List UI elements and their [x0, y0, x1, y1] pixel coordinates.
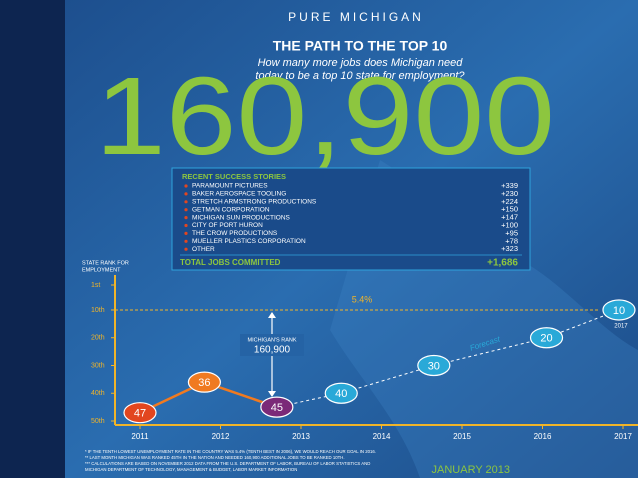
story-name: MICHIGAN SUN PRODUCTIONS [192, 214, 291, 221]
x-tick-label: 2015 [453, 432, 471, 441]
bullet [184, 208, 188, 212]
end-label: 2017 [614, 324, 628, 330]
story-value: +323 [501, 244, 518, 253]
footnote: ** LAST MONTH MICHIGAN WAS RANKED 45TH I… [85, 455, 345, 460]
bullet [184, 200, 188, 204]
x-tick-label: 2014 [373, 432, 391, 441]
total-label: TOTAL JOBS COMMITTED [180, 258, 281, 267]
bullet [184, 247, 188, 251]
rank-value-label: 30 [428, 360, 440, 372]
y-tick-label: 20th [91, 335, 105, 342]
bullet [184, 223, 188, 228]
footnote: *** CALCULATIONS ARE BASED ON NOVEMBER 2… [85, 461, 370, 466]
x-tick-label: 2017 [614, 432, 632, 441]
bullet [184, 239, 188, 243]
rank-bubble [260, 396, 294, 418]
subtitle: today to be a top 10 state for employmen… [255, 70, 465, 82]
x-tick-label: 2016 [534, 432, 552, 441]
rank-bubble [324, 382, 358, 404]
headline: 160,900 [95, 55, 555, 178]
y-tick-label: 50th [91, 418, 105, 425]
story-name: OTHER [192, 246, 215, 253]
rank-label: MICHIGAN'S RANK [247, 337, 296, 343]
rank-bubble [187, 371, 221, 393]
story-value: +147 [501, 213, 518, 222]
story-value: +95 [505, 228, 518, 237]
rank-value-label: 36 [198, 377, 210, 389]
rank-bubble [529, 327, 564, 349]
story-name: STRETCH ARMSTRONG PRODUCTIONS [192, 199, 317, 206]
rank-bubble [417, 354, 451, 377]
story-value: +224 [501, 197, 518, 206]
y-tick-label: 1st [91, 282, 100, 289]
title: THE PATH TO THE TOP 10 [273, 38, 448, 54]
rank-value-label: 40 [335, 388, 347, 400]
bullet [184, 184, 188, 188]
x-tick-label: 2013 [292, 432, 310, 441]
rank-value: 160,900 [254, 345, 291, 356]
x-tick-label: 2012 [212, 432, 230, 441]
story-name: GETMAN CORPORATION [192, 206, 270, 213]
story-value: +100 [501, 220, 518, 229]
footnote: MICHIGAN DEPARTMENT OF TECHNOLOGY, MANAG… [85, 467, 297, 472]
story-name: MUELLER PLASTICS CORPORATION [192, 238, 306, 245]
story-value: +150 [501, 205, 518, 214]
story-value: +230 [501, 189, 518, 198]
date: JANUARY 2013 [432, 464, 510, 476]
bullet [184, 231, 188, 235]
story-value: +78 [505, 236, 518, 245]
rank-value-label: 45 [271, 402, 283, 414]
logo: PURE MICHIGAN [288, 10, 424, 24]
y-tick-label: 40th [91, 390, 105, 397]
story-name: PARAMOUNT PICTURES [192, 183, 268, 190]
y-tick-label: 30th [91, 362, 105, 369]
rank-value-label: 10 [613, 305, 625, 317]
total-value: +1,686 [487, 258, 518, 269]
y-tick-label: 10th [91, 307, 105, 314]
stories-title: RECENT SUCCESS STORIES [182, 172, 286, 181]
y-axis-label: EMPLOYMENT [82, 267, 121, 273]
story-name: BAKER AEROSPACE TOOLING [192, 191, 286, 198]
rank-value-label: 20 [540, 333, 552, 345]
footnote: * IF THE TENTH LOWEST UNEMPLOYMENT RATE … [85, 449, 376, 454]
story-name: THE CROW PRODUCTIONS [192, 230, 278, 237]
bullet [184, 216, 188, 220]
rank-bubble [602, 299, 636, 321]
story-value: +339 [501, 181, 518, 190]
subtitle: How many more jobs does Michigan need [258, 57, 464, 69]
goal-label: 5.4% [352, 294, 373, 304]
stories-box [171, 167, 531, 271]
bullet [184, 192, 188, 196]
x-tick-label: 2011 [131, 432, 149, 441]
rank-label-bg [240, 334, 304, 356]
y-axis-label: STATE RANK FOR [82, 260, 129, 266]
story-name: CITY OF PORT HURON [192, 222, 263, 229]
rank-value-label: 47 [134, 408, 146, 420]
rank-bubble [123, 402, 157, 424]
